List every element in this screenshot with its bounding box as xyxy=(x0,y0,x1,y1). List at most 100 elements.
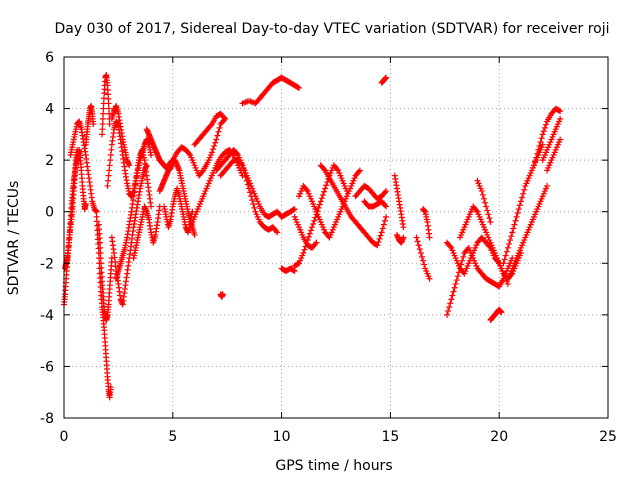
data-point xyxy=(107,151,114,158)
data-point xyxy=(106,121,113,128)
data-point xyxy=(317,198,324,205)
data-point xyxy=(509,229,516,236)
data-point xyxy=(498,309,505,316)
data-point xyxy=(220,114,227,121)
data-point xyxy=(383,203,390,210)
data-point xyxy=(97,244,104,251)
data-point xyxy=(97,255,104,262)
data-point xyxy=(296,84,303,91)
data-point xyxy=(376,235,383,242)
data-point xyxy=(97,249,104,256)
x-tick-label: 10 xyxy=(273,429,291,445)
data-point xyxy=(251,204,258,211)
data-point xyxy=(100,105,107,112)
data-point xyxy=(107,157,114,164)
data-point xyxy=(199,168,206,175)
data-point xyxy=(486,215,493,222)
data-point xyxy=(479,191,486,198)
data-point xyxy=(516,202,523,209)
data-point xyxy=(542,121,549,128)
data-point xyxy=(208,149,215,156)
data-points xyxy=(61,72,564,401)
data-point xyxy=(321,166,328,173)
data-point xyxy=(503,248,510,255)
data-point xyxy=(515,206,522,213)
data-point xyxy=(485,211,492,218)
data-point xyxy=(210,146,217,153)
y-tick-label: -6 xyxy=(40,359,54,375)
data-point xyxy=(383,188,390,195)
y-tick-label: 2 xyxy=(45,153,54,169)
data-point xyxy=(538,135,545,142)
data-point xyxy=(148,203,155,210)
data-point xyxy=(374,242,381,249)
data-point xyxy=(426,234,433,241)
data-point xyxy=(504,280,511,287)
data-point xyxy=(106,110,113,117)
data-point xyxy=(510,225,517,232)
data-point xyxy=(517,198,524,205)
data-point xyxy=(215,128,222,135)
data-point xyxy=(504,244,511,251)
data-point xyxy=(447,243,454,250)
data-point xyxy=(321,188,328,195)
data-point xyxy=(105,105,112,112)
data-point xyxy=(460,253,467,260)
y-tick-label: 4 xyxy=(45,102,54,118)
data-point xyxy=(454,273,461,280)
data-point xyxy=(413,234,420,241)
data-point xyxy=(99,126,106,133)
data-point xyxy=(507,237,514,244)
data-point xyxy=(247,189,254,196)
data-point xyxy=(222,115,229,122)
data-point xyxy=(447,300,454,307)
data-point xyxy=(312,240,319,247)
data-point xyxy=(556,107,563,114)
data-point xyxy=(291,206,298,213)
data-point xyxy=(537,139,544,146)
y-tick-label: 0 xyxy=(45,205,54,221)
data-point xyxy=(520,190,527,197)
data-point xyxy=(148,151,155,158)
x-tick-label: 0 xyxy=(60,429,69,445)
data-point xyxy=(105,172,112,179)
data-point xyxy=(459,257,466,264)
data-point xyxy=(534,150,541,157)
data-point xyxy=(541,124,548,131)
data-point xyxy=(309,224,316,231)
data-point xyxy=(99,121,106,128)
data-point xyxy=(519,194,526,201)
data-point xyxy=(322,185,329,192)
data-point xyxy=(480,195,487,202)
x-axis-label: GPS time / hours xyxy=(275,458,392,474)
data-point xyxy=(316,201,323,208)
data-point xyxy=(305,233,312,240)
data-point xyxy=(381,189,388,196)
data-point xyxy=(453,277,460,284)
data-point xyxy=(417,249,424,256)
data-point xyxy=(500,260,507,267)
data-point xyxy=(478,188,485,195)
data-point xyxy=(126,162,133,169)
data-point xyxy=(418,253,425,260)
data-point xyxy=(415,242,422,249)
data-point xyxy=(511,221,518,228)
data-point xyxy=(311,217,318,224)
data-point xyxy=(533,154,540,161)
data-point xyxy=(99,131,106,138)
data-point xyxy=(501,256,508,263)
data-point xyxy=(211,142,218,149)
data-point xyxy=(514,210,521,217)
data-point xyxy=(482,199,489,206)
data-point xyxy=(449,292,456,299)
data-point xyxy=(106,162,113,169)
data-point xyxy=(105,177,112,184)
data-point xyxy=(107,384,114,391)
data-point xyxy=(99,115,106,122)
data-point xyxy=(90,121,97,128)
data-point xyxy=(484,207,491,214)
data-point xyxy=(448,296,455,303)
data-point xyxy=(238,161,245,168)
data-point xyxy=(207,122,214,129)
data-point xyxy=(219,291,226,298)
